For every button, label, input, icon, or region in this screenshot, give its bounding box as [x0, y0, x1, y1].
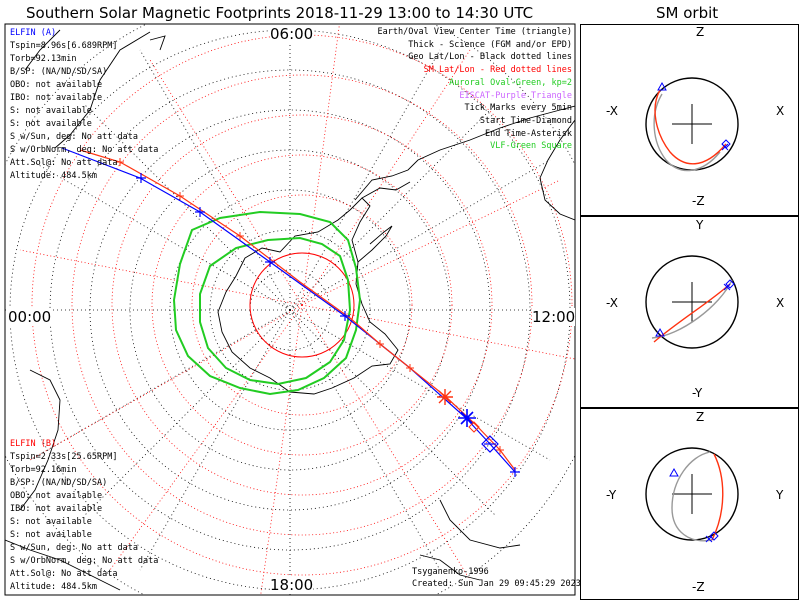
orbit1-left-label: -X: [606, 104, 618, 118]
probe-b-info-line: S w/OrbNorm, deg: No att data: [10, 556, 159, 566]
orbit3-right-label: Y: [776, 488, 784, 502]
sm-grid: [19, 24, 575, 595]
probe-b-name: ELFIN (B): [10, 439, 57, 449]
start-diamond-b: [468, 421, 480, 433]
legend-item: EISCAT-Purple Triangle: [459, 90, 572, 101]
clock-label-right: 12:00: [532, 308, 576, 326]
probe-a-info-line: B/SP: (NA/ND/SD/SA): [10, 67, 108, 77]
orbit-panel-yz: [580, 408, 799, 600]
legend-item: Earth/Oval View Center Time (triangle): [377, 27, 572, 37]
probe-a-info-line: Altitude: 484.5km: [10, 171, 97, 181]
orbit2-top-label: Y: [696, 218, 704, 232]
orbit2-bottom-label: -Y: [692, 386, 703, 400]
legend-item: Geo Lat/Lon - Black dotted lines: [408, 52, 572, 63]
orbit2-left-label: -X: [606, 296, 618, 310]
probe-a-info-line: S: not available: [10, 119, 92, 129]
probe-b-info-line: Altitude: 484.5km: [10, 582, 97, 592]
probe-b-info-line: Torb=92.16min: [10, 465, 77, 475]
probe-a-info-line: S: not available: [10, 106, 92, 116]
end-asterisk-b: [437, 389, 453, 405]
probe-a-ticks: [136, 173, 520, 477]
probe-a-info-line: OBO: not available: [10, 80, 103, 90]
probe-b-info-line: S: not available: [10, 530, 92, 540]
legend-item: End Time-Asterisk: [485, 128, 572, 139]
orbit3-left-label: -Y: [606, 488, 617, 502]
probe-b-ticks: [116, 158, 504, 454]
page-title: Southern Solar Magnetic Footprints 2018-…: [26, 4, 534, 22]
legend-item: Tick Marks every 5min: [464, 103, 572, 114]
legend-item: Thick - Science (FGM and/or EPD): [408, 39, 572, 50]
probe-b-info: ELFIN (B) Tspin=2.33s[25.65RPM] Torb=92.1…: [10, 438, 158, 594]
created-timestamp: Created: Sun Jan 29 09:45:29 2023: [412, 579, 581, 589]
legend-item: Start Time-Diamond: [479, 115, 572, 126]
orbit-panel-xz: [580, 24, 799, 216]
start-diamond: [481, 435, 499, 453]
orbit-title: SM orbit: [656, 4, 719, 22]
probe-b-info-line: B/SP: (NA/ND/SD/SA): [10, 478, 108, 488]
probe-a-info-line: Att.Sol@: No att data: [10, 158, 118, 168]
sm-pole-circle: [249, 252, 355, 358]
model-name: Tsyganenko-1996: [412, 567, 489, 577]
continent-outlines: [5, 29, 575, 591]
auroral-oval: [172, 210, 362, 396]
orbit1-top-label: Z: [696, 25, 705, 39]
clock-label-top: 06:00: [270, 25, 314, 43]
probe-b-info-line: IBO: not available: [10, 504, 103, 514]
orbit1-bottom-label: -Z: [692, 194, 705, 208]
probe-b-info-line: Att.Sol@: No att data: [10, 569, 118, 579]
probe-a-info-line: IBO: not available: [10, 93, 103, 103]
orbit3-bottom-label: -Z: [692, 580, 705, 594]
probe-a-info-line: S w/Sun, deg: No att data: [10, 132, 138, 142]
orbit3-top-label: Z: [696, 410, 705, 424]
end-asterisk-a: [458, 409, 476, 427]
probe-b-info-line: Tspin=2.33s[25.65RPM]: [10, 452, 118, 462]
probe-a-info-line: Tspin=8.96s[6.689RPM]: [10, 41, 118, 51]
probe-a-info-line: S w/OrbNorm, deg: No att data: [10, 145, 159, 155]
probe-b-info-line: S: not available: [10, 517, 92, 527]
probe-b-info-line: OBO: not available: [10, 491, 103, 501]
probe-a-name: ELFIN (A): [10, 28, 57, 38]
legend-item: Auroral Oval-Green, kp=2: [449, 77, 572, 88]
clock-label-left: 00:00: [8, 308, 52, 326]
probe-b-track: [79, 149, 516, 471]
probe-a-info: ELFIN (A) Tspin=8.96s[6.689RPM] Torb=92.1…: [10, 27, 158, 183]
orbit-panel-xy: [580, 216, 799, 408]
clock-label-bottom: 18:00: [270, 576, 314, 594]
legend-item: SM Lat/Lon - Red dotted lines: [423, 65, 572, 76]
orbit2-right-label: X: [776, 296, 785, 310]
probe-a-info-line: Torb=92.13min: [10, 54, 77, 64]
legend-item: VLF-Green Square: [490, 141, 572, 152]
probe-b-info-line: S w/Sun, deg: No att data: [10, 543, 138, 553]
orbit1-right-label: X: [776, 104, 785, 118]
